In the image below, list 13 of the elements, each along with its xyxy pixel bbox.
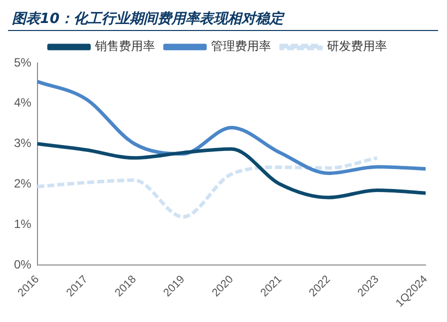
y-tick-label: 5% (14, 55, 32, 70)
legend-label: 管理费用率 (211, 39, 271, 54)
y-tick-label: 4% (14, 96, 32, 110)
legend-label: 销售费用率 (94, 39, 155, 54)
y-tick-label: 2% (14, 176, 32, 191)
line-series (36, 80, 428, 176)
y-tick-label: 0% (14, 257, 32, 272)
y-tick-label: 3% (14, 136, 32, 150)
y-tick-label: 1% (14, 216, 32, 231)
chart-title: 图表10：化工行业期间费用率表现相对稳定 (8, 8, 438, 31)
line-series (36, 156, 379, 219)
line-series (36, 142, 428, 200)
legend-label: 研发费用率 (327, 39, 387, 54)
